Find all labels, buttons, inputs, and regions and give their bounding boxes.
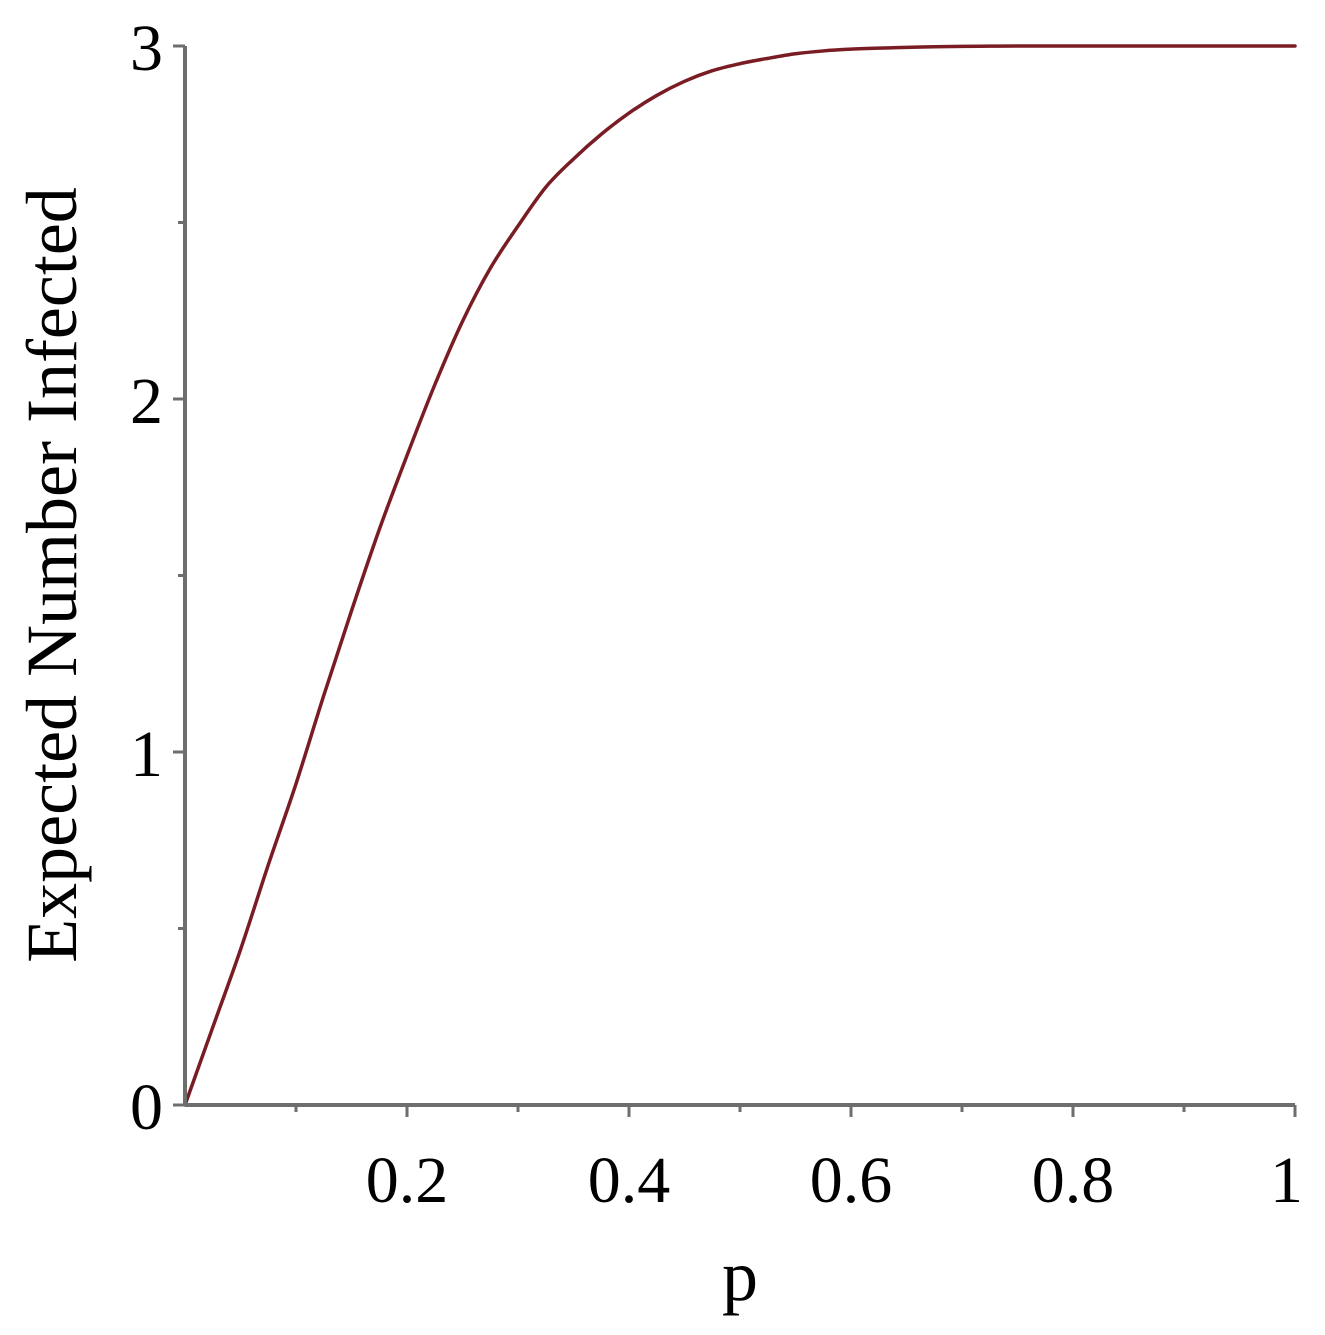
y-tick-label: 2 [130,365,163,438]
x-tick-label: 0.8 [1032,1144,1115,1217]
y-axis-ticks: 0 1 2 3 [130,12,185,1144]
x-tick-label: 0.4 [588,1144,671,1217]
x-tick-label: 1 [1270,1144,1303,1217]
x-axis-label: p [722,1236,758,1316]
y-tick-label: 3 [130,12,163,85]
x-tick-label: 0.6 [810,1144,893,1217]
plot-area [183,44,1297,1107]
y-axis-label: Expected Number Infected [12,187,92,963]
series-line-expected-infected [183,44,1297,1107]
y-tick-label: 1 [130,718,163,791]
x-tick-label: 0.2 [366,1144,449,1217]
y-tick-label: 0 [130,1071,163,1144]
x-axis-ticks: 0.2 0.4 0.6 0.8 1 [294,1105,1303,1217]
